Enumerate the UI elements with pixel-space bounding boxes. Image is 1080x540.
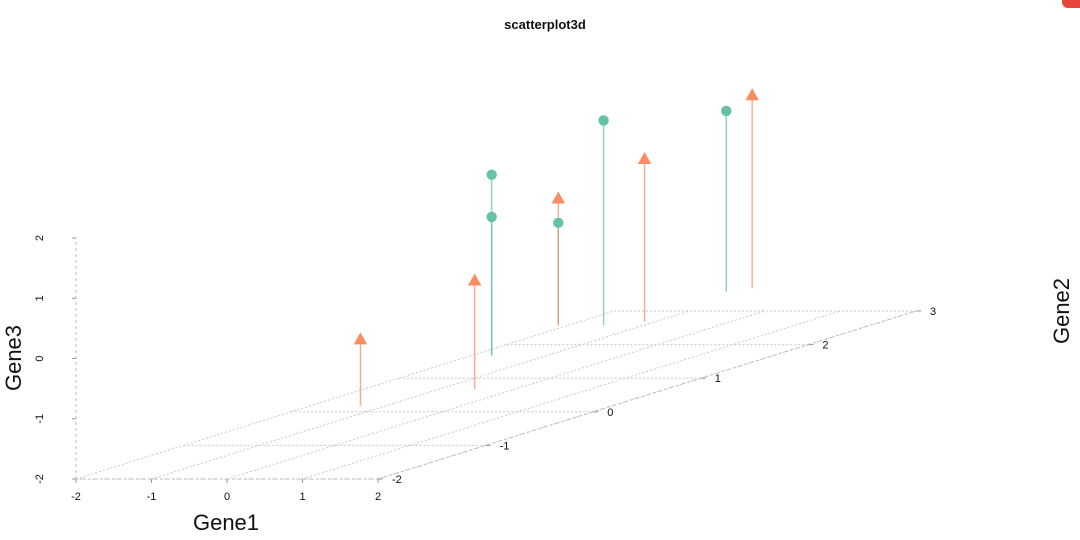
z-axis-label: Gene3 — [1, 325, 26, 391]
y-tick-label: 0 — [607, 407, 613, 419]
data-point-triangle — [745, 88, 759, 101]
y-axis-line — [377, 310, 917, 480]
z-tick-label: 2 — [34, 235, 46, 241]
z-tick-label: 0 — [34, 355, 46, 361]
grid-line-x — [302, 310, 841, 480]
data-points — [353, 88, 759, 345]
data-point-triangle — [637, 152, 652, 165]
data-point-triangle — [467, 273, 482, 286]
y-tick-label: 3 — [930, 306, 936, 318]
y-tick-label: 2 — [822, 340, 828, 352]
corner-badge-decoration — [1062, 0, 1080, 8]
data-point-triangle — [353, 332, 368, 345]
data-point-circle — [553, 217, 564, 229]
grid-line-x — [226, 310, 766, 480]
x-tick-label: 0 — [224, 491, 230, 503]
x-axis-label: Gene1 — [193, 510, 259, 535]
data-point-circle — [721, 105, 732, 117]
drop-lines — [359, 95, 753, 406]
y-tick-label: 1 — [715, 373, 721, 385]
y-tick-label: -2 — [392, 474, 402, 486]
data-point-circle — [598, 115, 609, 126]
grid-line-x — [151, 310, 690, 480]
y-axis-label: Gene2 — [1049, 278, 1074, 344]
data-point-circle — [486, 169, 497, 180]
grid-line-x — [75, 310, 615, 480]
ticks: -2 -1 0 1 2 -2 -1 0 1 2 3 -2 -1 0 1 2 — [34, 235, 936, 503]
chart-title: scatterplot3d — [504, 17, 586, 32]
data-point-triangle — [551, 191, 566, 204]
data-point-circle — [486, 211, 497, 223]
grid — [75, 310, 917, 480]
x-tick-label: 1 — [299, 491, 305, 503]
y-tick-label: -1 — [500, 440, 510, 452]
z-tick-label: -2 — [34, 474, 46, 484]
plot-frame — [75, 238, 917, 480]
z-tick-label: -1 — [34, 414, 46, 424]
x-tick-label: -2 — [71, 491, 81, 503]
z-tick-label: 1 — [34, 295, 46, 301]
x-tick-label: -1 — [147, 491, 157, 503]
x-tick-label: 2 — [375, 491, 381, 503]
